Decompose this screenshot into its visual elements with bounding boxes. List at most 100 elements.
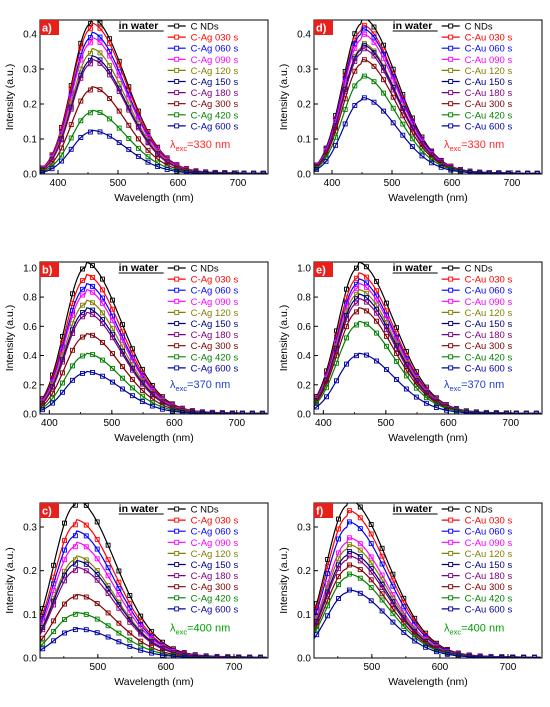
plot-frame — [39, 502, 269, 659]
x-tick-label: 500 — [384, 178, 401, 189]
series-marker — [145, 154, 151, 160]
legend-entry: C-Ag 090 s — [191, 55, 239, 66]
x-axis-label: Wavelength (nm) — [388, 192, 468, 204]
legend-entry: C-Ag 420 s — [191, 110, 239, 121]
series-marker — [333, 134, 339, 140]
excitation-label: λexc=330 nm — [170, 139, 230, 153]
series-marker — [62, 538, 67, 543]
legend-entry: C-Ag 060 s — [191, 286, 239, 297]
legend-entry: C NDs — [191, 505, 219, 516]
series-marker — [374, 330, 379, 336]
series-marker — [354, 353, 359, 359]
series-marker — [94, 536, 100, 542]
series-marker — [448, 167, 454, 173]
panel-label-badge — [40, 20, 59, 35]
series-marker — [336, 566, 341, 572]
series-marker — [80, 278, 85, 284]
series-marker — [83, 568, 89, 574]
series-marker — [116, 73, 122, 79]
series-marker — [72, 533, 78, 539]
legend-entry: C-Au 060 s — [465, 527, 513, 538]
series-marker — [94, 546, 100, 552]
series-marker — [80, 314, 85, 320]
legend-entry: C-Au 150 s — [465, 560, 513, 571]
series-marker — [314, 632, 320, 638]
y-tick-label: 0.2 — [23, 566, 37, 577]
legend-marker — [174, 562, 180, 567]
x-axis-label: Wavelength (nm) — [388, 676, 468, 688]
legend-entry: C-Au 420 s — [465, 110, 513, 121]
series-marker — [50, 395, 55, 401]
series-marker — [368, 598, 374, 604]
series-marker — [409, 144, 415, 150]
series-marker — [72, 561, 78, 567]
legend-marker — [174, 101, 180, 107]
series-marker — [116, 579, 122, 585]
chart-panel-a: 400 500 600 700 0.0 0.1 0.2 0.3 0.4 Wavelength (n… — [4, 19, 269, 204]
legend-entry: C-Au 600 s — [465, 121, 513, 132]
excitation-label: λexc=400 nm — [170, 623, 230, 637]
panel-label: f) — [316, 506, 324, 518]
series-marker — [344, 286, 349, 292]
series-marker — [70, 363, 75, 369]
series-marker — [371, 50, 377, 56]
series-marker — [400, 121, 406, 127]
legend-marker — [174, 67, 180, 73]
y-tick-label: 1.0 — [23, 263, 37, 274]
series-marker — [401, 629, 407, 635]
series-marker — [83, 594, 89, 600]
series-marker — [62, 617, 67, 622]
series-marker — [390, 120, 396, 126]
series-marker — [135, 125, 141, 131]
x-tick-label: 700 — [226, 662, 243, 673]
legend-entry: C-Ag 600 s — [191, 604, 239, 615]
series-marker — [394, 377, 399, 382]
series-marker — [139, 399, 145, 404]
series-marker — [352, 103, 358, 108]
series-marker — [361, 31, 367, 37]
legend-marker — [448, 90, 454, 96]
series-marker — [107, 63, 113, 68]
series-marker — [62, 572, 67, 578]
series-marker — [390, 77, 396, 83]
x-tick-label: 600 — [166, 418, 183, 429]
series-marker — [68, 122, 74, 128]
series-marker — [110, 351, 115, 357]
legend-marker — [174, 528, 180, 534]
legend-entry: C-Au 120 s — [465, 549, 513, 560]
series-marker — [357, 526, 363, 532]
series-marker — [433, 401, 439, 407]
series-marker — [116, 125, 122, 131]
series-marker — [401, 620, 407, 626]
series-marker — [110, 365, 115, 371]
series-marker — [390, 571, 396, 577]
series-marker — [126, 122, 132, 128]
series-marker — [336, 550, 341, 556]
y-tick-label: 0.3 — [23, 65, 37, 76]
panel-label: b) — [42, 265, 53, 277]
x-tick-label: 400 — [50, 178, 67, 189]
series-marker — [357, 575, 363, 581]
series-marker — [324, 394, 329, 400]
series-marker — [357, 504, 363, 510]
series-marker — [486, 170, 492, 174]
legend-entry: C-Au 060 s — [465, 44, 513, 55]
series-marker — [129, 393, 135, 399]
series-line-10 — [314, 96, 541, 174]
legend-marker — [448, 562, 454, 567]
plot-frame — [313, 261, 543, 415]
series-marker — [110, 318, 115, 324]
series-marker — [164, 167, 170, 172]
series-marker — [433, 405, 439, 410]
series-marker — [364, 352, 369, 358]
legend-marker — [174, 506, 180, 512]
legend-marker — [448, 506, 454, 512]
series-marker — [364, 321, 369, 327]
series-marker — [193, 170, 199, 174]
series-marker — [127, 605, 133, 611]
series-marker — [105, 591, 111, 596]
series-marker — [155, 164, 161, 169]
series-marker — [127, 619, 133, 625]
panel-label: a) — [42, 23, 52, 35]
series-marker — [390, 577, 396, 583]
